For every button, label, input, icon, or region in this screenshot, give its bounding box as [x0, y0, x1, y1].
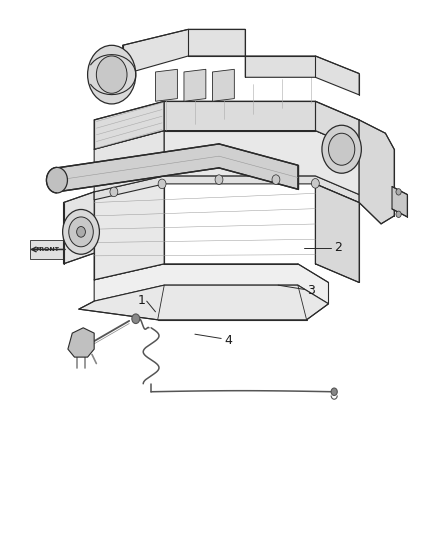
- Circle shape: [215, 175, 223, 184]
- Circle shape: [96, 56, 127, 93]
- Circle shape: [331, 388, 337, 395]
- Circle shape: [158, 179, 166, 189]
- Text: 2: 2: [334, 241, 342, 254]
- Circle shape: [396, 189, 401, 195]
- Circle shape: [88, 45, 136, 104]
- Polygon shape: [315, 184, 359, 282]
- Polygon shape: [94, 264, 328, 304]
- Circle shape: [328, 133, 355, 165]
- Circle shape: [46, 167, 67, 193]
- Polygon shape: [68, 328, 94, 357]
- Circle shape: [77, 227, 85, 237]
- Polygon shape: [123, 29, 245, 75]
- Circle shape: [132, 314, 140, 324]
- Text: 1: 1: [138, 294, 146, 306]
- Polygon shape: [94, 131, 164, 192]
- Polygon shape: [164, 131, 359, 195]
- Circle shape: [311, 179, 319, 188]
- Text: FRONT: FRONT: [35, 247, 59, 252]
- Polygon shape: [94, 176, 164, 280]
- Text: 3: 3: [307, 284, 315, 297]
- Polygon shape: [94, 101, 164, 149]
- Circle shape: [272, 175, 280, 184]
- Polygon shape: [245, 56, 359, 95]
- Polygon shape: [184, 69, 206, 101]
- Circle shape: [69, 217, 93, 247]
- Circle shape: [396, 211, 401, 217]
- Circle shape: [322, 125, 361, 173]
- Polygon shape: [64, 192, 94, 264]
- Polygon shape: [359, 120, 394, 224]
- Circle shape: [63, 209, 99, 254]
- Polygon shape: [57, 144, 298, 192]
- Polygon shape: [79, 285, 328, 320]
- Polygon shape: [212, 69, 234, 101]
- Polygon shape: [155, 69, 177, 101]
- Polygon shape: [94, 176, 359, 203]
- Circle shape: [110, 187, 118, 197]
- Polygon shape: [392, 187, 407, 217]
- Text: 4: 4: [224, 334, 232, 346]
- FancyBboxPatch shape: [30, 240, 65, 259]
- Polygon shape: [164, 101, 359, 149]
